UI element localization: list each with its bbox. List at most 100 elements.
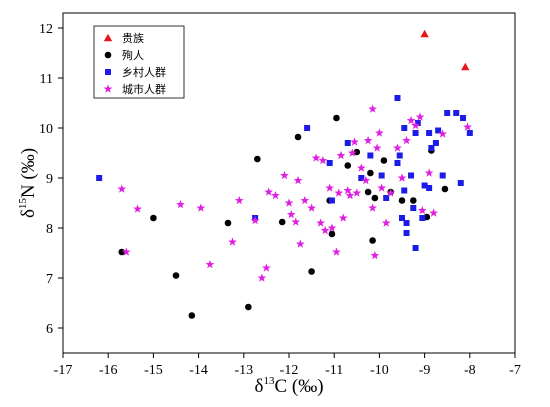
y-axis-title: δ15N (‰)	[17, 148, 39, 218]
y-tick-label: 7	[46, 272, 53, 287]
legend-label: 乡村人群	[122, 65, 166, 79]
star-point	[318, 155, 328, 165]
star-point	[250, 215, 260, 225]
square-point	[394, 95, 401, 101]
y-tick-label: 8	[46, 222, 53, 237]
circle-point	[371, 194, 379, 202]
square-point	[419, 215, 426, 221]
legend-triangle-marker	[103, 33, 113, 42]
star-point	[311, 153, 321, 162]
star-point	[284, 198, 294, 207]
x-axis-title: δ13C (‰)	[254, 375, 323, 397]
star-point	[370, 250, 380, 260]
square-point	[412, 130, 419, 136]
circle-point	[380, 157, 388, 164]
y-tick-label: 6	[46, 322, 53, 337]
square-point	[466, 130, 473, 136]
star-point	[293, 175, 303, 185]
square-point	[403, 220, 410, 226]
square-point	[435, 127, 442, 134]
circle-point	[353, 148, 361, 156]
square-point	[378, 172, 385, 179]
square-point	[426, 130, 433, 136]
data-points	[96, 29, 473, 319]
star-point	[350, 137, 359, 146]
legend-label: 贵族	[122, 31, 144, 45]
x-tick-label: -16	[99, 363, 118, 378]
star-point	[386, 188, 396, 197]
square-point	[444, 110, 451, 116]
square-point	[414, 120, 421, 126]
circle-point	[294, 133, 302, 141]
triangle-point	[461, 62, 470, 71]
star-point	[307, 203, 316, 212]
star-point	[316, 218, 326, 227]
star-point	[417, 205, 427, 215]
star-point	[352, 188, 362, 197]
star-point	[327, 223, 337, 232]
square-point	[326, 160, 333, 166]
star-point	[320, 225, 330, 235]
star-point	[295, 239, 305, 248]
star-point	[117, 184, 127, 193]
x-tick-label: -9	[419, 363, 431, 378]
star-point	[438, 129, 448, 138]
star-point	[343, 185, 353, 195]
square-point	[428, 145, 435, 151]
square-point	[432, 140, 439, 146]
square-point	[401, 125, 408, 131]
star-point	[463, 122, 472, 131]
star-point	[291, 217, 301, 226]
star-point	[205, 259, 215, 269]
square-point	[344, 140, 351, 146]
star-point	[424, 168, 434, 177]
star-point	[264, 187, 274, 196]
star-point	[372, 143, 382, 152]
square-point	[410, 205, 417, 211]
x-tick-label: -15	[144, 363, 163, 378]
star-point	[325, 183, 335, 192]
x-tick-label: -14	[189, 363, 208, 378]
circle-point	[344, 162, 352, 169]
star-point	[332, 247, 341, 256]
circle-point	[367, 169, 374, 177]
circle-point	[278, 218, 286, 226]
square-point	[457, 180, 464, 186]
x-tick-label: -13	[234, 363, 253, 378]
star-point	[262, 263, 271, 272]
axis-ticks: -17 -16 -15 -14 -13 -12 -11 -10 -9 -8 -7 6 7 8 9 10 11 12	[39, 22, 521, 378]
square-point	[403, 230, 410, 236]
x-tick-label: -11	[325, 363, 343, 378]
x-tick-label: -7	[509, 363, 521, 378]
star-point	[406, 115, 416, 125]
star-point	[234, 195, 244, 205]
star-point	[361, 175, 371, 185]
square-point	[383, 195, 390, 201]
star-point	[345, 190, 355, 200]
square-point	[401, 187, 408, 194]
circle-point	[254, 155, 261, 163]
x-tick-label: -8	[464, 363, 476, 378]
circle-point	[333, 114, 340, 122]
legend-label: 殉人	[122, 48, 144, 62]
square-point	[328, 197, 335, 204]
square-point	[358, 175, 365, 181]
circle-point	[410, 197, 417, 204]
star-point	[402, 135, 411, 145]
square-point	[453, 110, 460, 116]
circle-point	[118, 248, 126, 256]
y-tick-label: 9	[46, 172, 53, 187]
circle-point	[308, 268, 315, 275]
star-point	[368, 203, 377, 212]
square-point	[439, 172, 446, 179]
star-point	[334, 188, 344, 197]
star-point	[356, 163, 366, 172]
circle-point	[172, 272, 180, 279]
star-point	[363, 135, 373, 145]
x-tick-label: -12	[280, 363, 299, 378]
square-point	[399, 215, 405, 221]
star-point	[375, 128, 384, 137]
star-point	[377, 183, 387, 192]
